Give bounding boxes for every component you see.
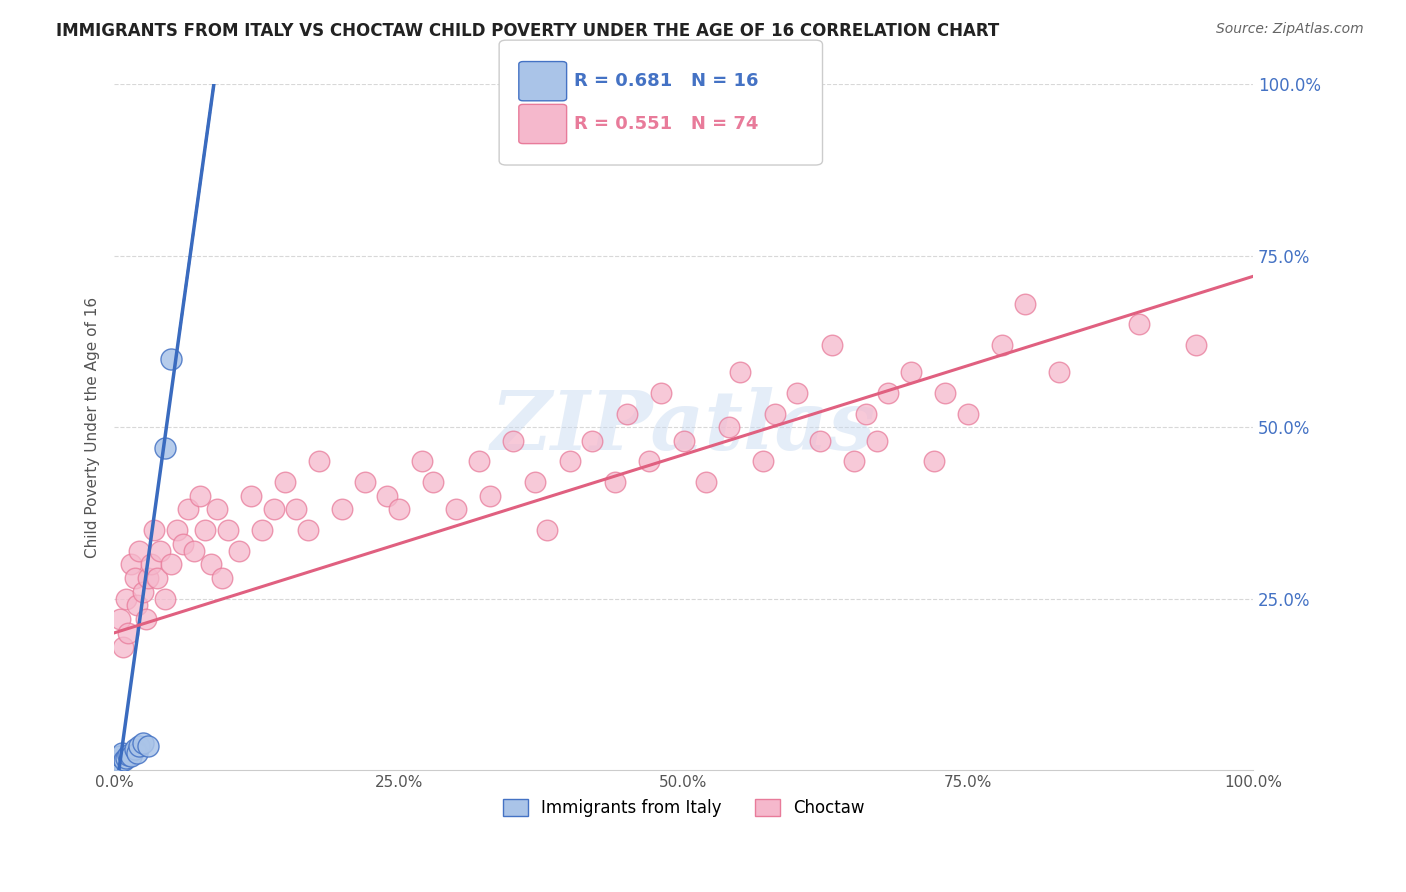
Point	[200, 558, 222, 572]
Point	[139, 558, 162, 572]
Point	[128, 739, 150, 753]
Point	[900, 365, 922, 379]
Point	[638, 454, 661, 468]
Point	[131, 584, 153, 599]
Point	[444, 502, 467, 516]
Point	[1047, 365, 1070, 379]
Point	[285, 502, 308, 516]
Point	[114, 753, 136, 767]
Text: R = 0.551   N = 74: R = 0.551 N = 74	[574, 115, 758, 133]
Point	[616, 407, 638, 421]
Point	[1128, 318, 1150, 332]
Point	[1014, 297, 1036, 311]
Point	[650, 386, 672, 401]
Point	[138, 739, 160, 753]
Point	[166, 523, 188, 537]
Point	[844, 454, 866, 468]
Point	[160, 351, 183, 366]
Point	[422, 475, 444, 489]
Point	[524, 475, 547, 489]
Point	[107, 756, 129, 771]
Point	[820, 338, 842, 352]
Point	[752, 454, 775, 468]
Point	[536, 523, 558, 537]
Point	[124, 571, 146, 585]
Point	[730, 365, 752, 379]
Point	[188, 489, 211, 503]
Point	[172, 537, 194, 551]
Point	[297, 523, 319, 537]
Point	[1185, 338, 1208, 352]
Point	[877, 386, 900, 401]
Point	[131, 735, 153, 749]
Point	[160, 558, 183, 572]
Point	[111, 746, 134, 760]
Point	[502, 434, 524, 448]
Point	[388, 502, 411, 516]
Point	[211, 571, 233, 585]
Point	[138, 571, 160, 585]
Point	[991, 338, 1014, 352]
Y-axis label: Child Poverty Under the Age of 16: Child Poverty Under the Age of 16	[86, 297, 100, 558]
Text: ZIPatlas: ZIPatlas	[491, 387, 876, 467]
Point	[124, 742, 146, 756]
Text: R = 0.681   N = 16: R = 0.681 N = 16	[574, 72, 758, 90]
Point	[695, 475, 717, 489]
Point	[239, 489, 262, 503]
Point	[718, 420, 741, 434]
Point	[125, 599, 148, 613]
Point	[330, 502, 353, 516]
Point	[117, 626, 139, 640]
Point	[558, 454, 581, 468]
Point	[922, 454, 945, 468]
Text: IMMIGRANTS FROM ITALY VS CHOCTAW CHILD POVERTY UNDER THE AGE OF 16 CORRELATION C: IMMIGRANTS FROM ITALY VS CHOCTAW CHILD P…	[56, 22, 1000, 40]
Point	[183, 543, 205, 558]
Point	[194, 523, 217, 537]
Point	[146, 571, 169, 585]
Point	[263, 502, 285, 516]
Point	[107, 753, 129, 767]
Point	[934, 386, 956, 401]
Point	[128, 543, 150, 558]
Point	[377, 489, 399, 503]
Point	[155, 591, 177, 606]
Point	[155, 441, 177, 455]
Point	[112, 640, 135, 654]
Point	[114, 750, 136, 764]
Point	[672, 434, 695, 448]
Point	[217, 523, 239, 537]
Point	[866, 434, 889, 448]
Point	[308, 454, 330, 468]
Point	[855, 407, 877, 421]
Point	[120, 558, 142, 572]
Point	[135, 612, 157, 626]
Point	[143, 523, 166, 537]
Point	[108, 749, 131, 764]
Point	[786, 386, 808, 401]
Point	[467, 454, 489, 468]
Point	[353, 475, 375, 489]
Text: Source: ZipAtlas.com: Source: ZipAtlas.com	[1216, 22, 1364, 37]
Point	[808, 434, 831, 448]
Point	[581, 434, 603, 448]
Point	[149, 543, 172, 558]
Point	[177, 502, 200, 516]
Point	[605, 475, 627, 489]
Legend: Immigrants from Italy, Choctaw: Immigrants from Italy, Choctaw	[496, 792, 872, 823]
Point	[117, 747, 139, 762]
Point	[228, 543, 250, 558]
Point	[957, 407, 980, 421]
Point	[478, 489, 501, 503]
Point	[114, 591, 136, 606]
Point	[120, 749, 142, 764]
Point	[763, 407, 786, 421]
Point	[411, 454, 433, 468]
Point	[108, 612, 131, 626]
Point	[205, 502, 228, 516]
Point	[250, 523, 273, 537]
Point	[125, 746, 148, 760]
Point	[274, 475, 297, 489]
